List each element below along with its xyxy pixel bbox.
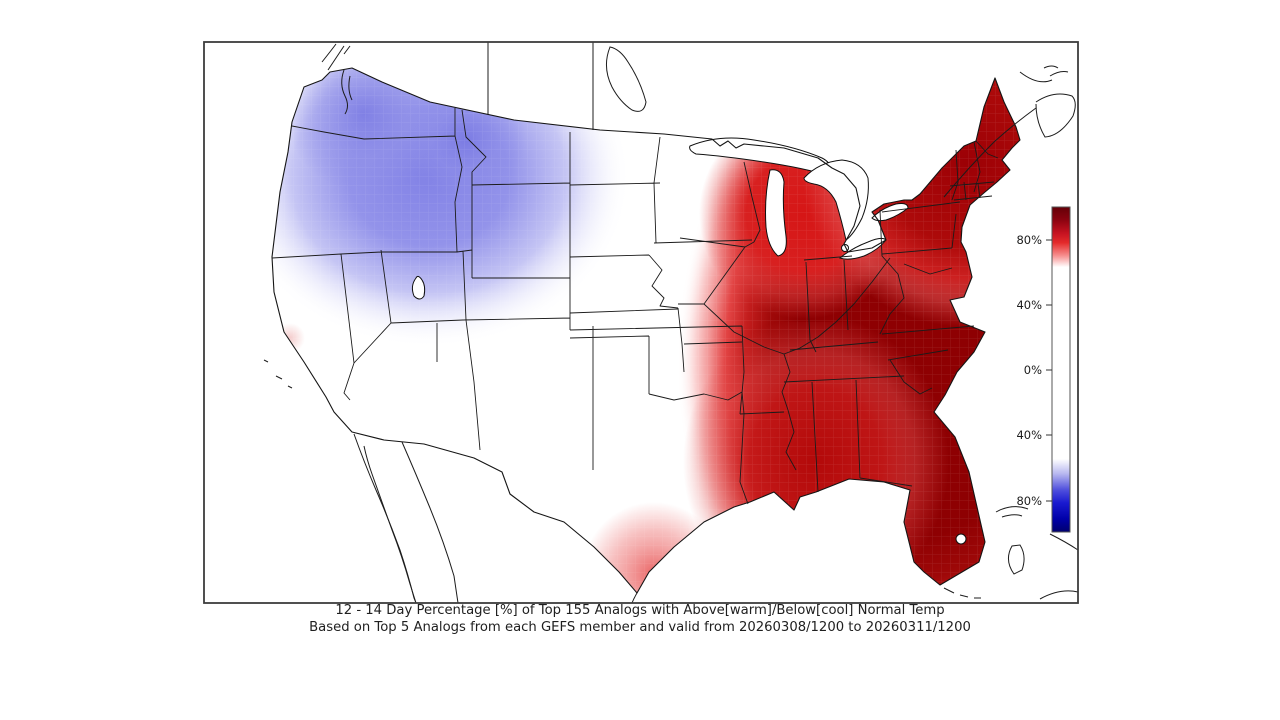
colorbar-tick-label: 40% — [1016, 428, 1042, 442]
caption-line-1: 12 - 14 Day Percentage [%] of Top 155 An… — [335, 603, 945, 618]
lake-okeechobee — [955, 533, 967, 545]
map-frame — [203, 41, 1079, 604]
channel-islands — [263, 359, 293, 389]
islands-coastline — [943, 506, 1079, 600]
lake-huron — [803, 159, 869, 241]
vancouver-island — [321, 43, 351, 71]
state-lines-northeast — [881, 140, 999, 275]
colorbar-tick-label: 80% — [1016, 233, 1042, 247]
map-panel: 80% 40% 0% 40% 80% — [203, 41, 1079, 604]
state-lines-midwest-south — [783, 209, 975, 493]
andros-island — [1008, 544, 1025, 575]
great-salt-lake — [411, 275, 426, 300]
colorbar-gradient — [1051, 206, 1071, 533]
st-lawrence-north-shore — [943, 107, 1037, 198]
great-lakes — [411, 137, 967, 545]
grand-bahama-abaco — [995, 506, 1029, 518]
cuba-coast — [1039, 533, 1079, 600]
colorbar-tick-label: 0% — [1024, 363, 1042, 377]
caption-line-2: Based on Top 5 Analogs from each GEFS me… — [309, 620, 971, 635]
baja-california-gulf — [363, 445, 417, 604]
lake-michigan — [765, 169, 787, 257]
florida-keys — [943, 587, 981, 599]
colorbar-tick-label: 40% — [1016, 298, 1042, 312]
conus-outline — [271, 67, 1021, 594]
caption-block: 12 - 14 Day Percentage [%] of Top 155 An… — [0, 602, 1280, 636]
colorbar-ticks — [1046, 239, 1052, 502]
prince-edward-island — [1043, 65, 1059, 69]
state-lines-west — [271, 108, 785, 505]
new-brunswick-nova-scotia — [1019, 71, 1076, 138]
colorbar-tick-label: 80% — [1016, 494, 1042, 508]
analog-map-figure: 80% 40% 0% 40% 80% — [203, 41, 1079, 604]
colorbar: 80% 40% 0% 40% 80% — [1016, 206, 1071, 533]
mexico-mainland-gulf-of-california — [401, 441, 459, 604]
canada-coastline — [321, 42, 1076, 198]
mexico-coastline — [263, 359, 638, 604]
colorbar-labels: 80% 40% 0% 40% 80% — [1016, 233, 1042, 508]
lake-winnipeg — [606, 46, 647, 112]
puget-sound — [341, 69, 353, 115]
state-boundaries — [271, 108, 999, 505]
